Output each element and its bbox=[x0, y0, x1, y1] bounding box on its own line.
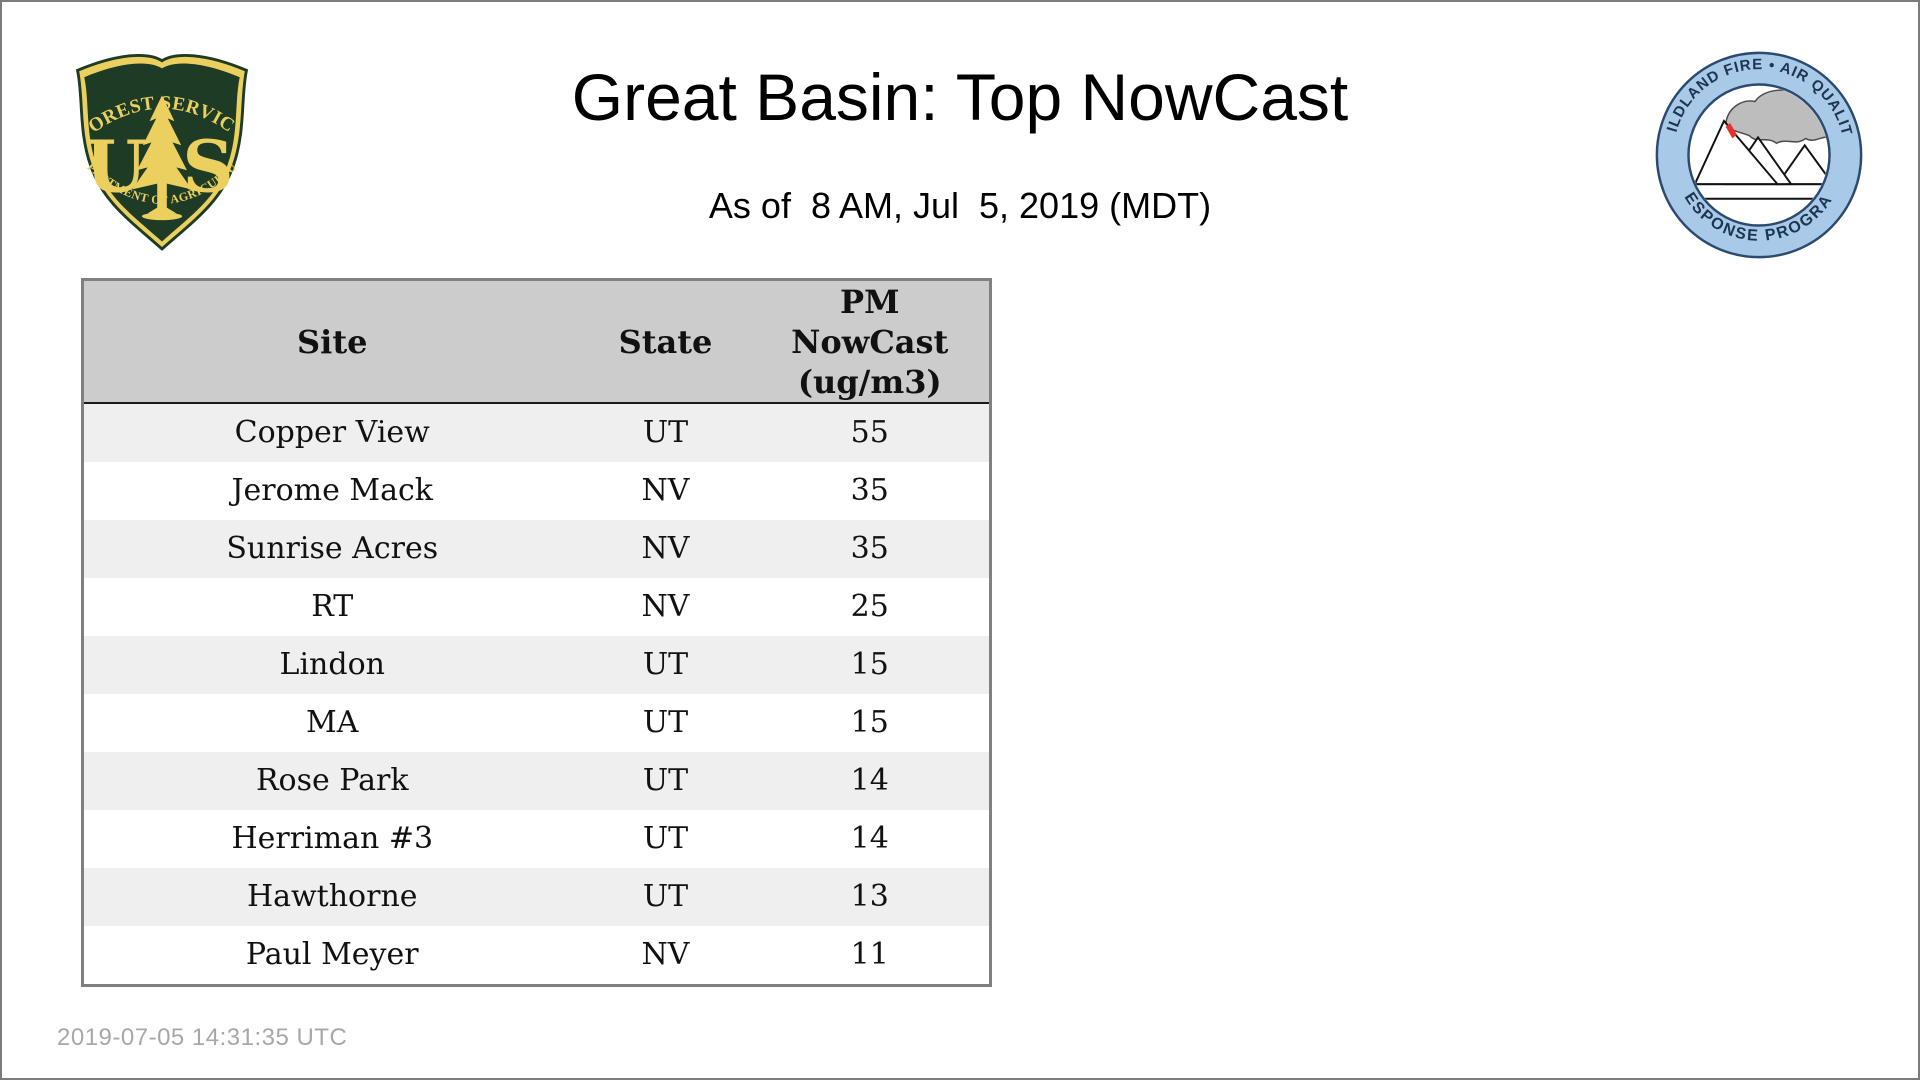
state-cell: UT bbox=[642, 879, 689, 914]
pm-cell: 15 bbox=[850, 705, 889, 740]
state-cell: UT bbox=[642, 647, 689, 682]
pm-cell: 14 bbox=[850, 821, 889, 856]
pm-cell: 13 bbox=[850, 879, 889, 914]
nowcast-table: Site State PM NowCast (ug/m3) Copper Vie… bbox=[81, 278, 992, 987]
pm-cell: 11 bbox=[850, 937, 889, 972]
table-row: MA UT 15 bbox=[82, 694, 991, 752]
pm-cell: 15 bbox=[850, 647, 889, 682]
site-cell: Hawthorne bbox=[246, 879, 418, 914]
table-row: Rose Park UT 14 bbox=[82, 752, 991, 810]
column-header-pm-nowcast: PM NowCast (ug/m3) bbox=[750, 279, 991, 404]
page-subtitle: As of 8 AM, Jul 5, 2019 (MDT) bbox=[708, 185, 1212, 226]
fire-mark bbox=[1725, 122, 1737, 139]
site-cell: Copper View bbox=[234, 415, 430, 450]
pm-cell: 35 bbox=[850, 531, 889, 566]
table-row: RT NV 25 bbox=[82, 578, 991, 636]
column-header-state: State bbox=[580, 279, 751, 404]
wildland-fire-air-quality-badge-icon: WILDLAND FIRE • AIR QUALITY RESPONSE PRO… bbox=[1652, 48, 1863, 259]
table-row: Lindon UT 15 bbox=[82, 636, 991, 694]
pm-cell: 35 bbox=[850, 473, 889, 508]
pm-cell: 14 bbox=[850, 763, 889, 798]
generated-timestamp: 2019-07-05 14:31:35 UTC bbox=[57, 1024, 348, 1051]
pine-tree-icon bbox=[132, 95, 192, 214]
state-cell: NV bbox=[641, 589, 690, 624]
site-cell: Herriman #3 bbox=[231, 821, 434, 856]
column-header-site: Site bbox=[82, 279, 581, 404]
table-row: Paul Meyer NV 11 bbox=[82, 926, 991, 986]
site-cell: Lindon bbox=[279, 647, 385, 682]
pm-cell: 25 bbox=[850, 589, 889, 624]
table-row: Jerome Mack NV 35 bbox=[82, 462, 991, 520]
state-cell: UT bbox=[642, 705, 689, 740]
state-cell: NV bbox=[641, 937, 690, 972]
state-cell: UT bbox=[642, 763, 689, 798]
page-title: Great Basin: Top NowCast bbox=[571, 60, 1349, 134]
state-cell: UT bbox=[642, 415, 689, 450]
site-cell: RT bbox=[311, 589, 354, 624]
site-cell: Sunrise Acres bbox=[226, 531, 439, 566]
forest-service-shield-icon: FOREST SERVICE U S DEPARTMENT OF AGRICUL… bbox=[66, 44, 249, 251]
shield-letter-s: S bbox=[182, 124, 233, 208]
table-row: Hawthorne UT 13 bbox=[82, 868, 991, 926]
table-row: Sunrise Acres NV 35 bbox=[82, 520, 991, 578]
site-cell: Paul Meyer bbox=[245, 937, 419, 972]
state-cell: UT bbox=[642, 821, 689, 856]
site-cell: Rose Park bbox=[255, 763, 409, 798]
site-cell: MA bbox=[306, 705, 359, 740]
table-row: Copper View UT 55 bbox=[82, 403, 991, 462]
site-cell: Jerome Mack bbox=[231, 473, 433, 508]
shield-letter-u: U bbox=[85, 124, 147, 208]
pine-tree-base bbox=[141, 212, 183, 221]
table-row: Herriman #3 UT 14 bbox=[82, 810, 991, 868]
state-cell: NV bbox=[641, 531, 690, 566]
table-header-row: Site State PM NowCast (ug/m3) bbox=[82, 279, 991, 404]
pm-cell: 55 bbox=[850, 415, 889, 450]
state-cell: NV bbox=[641, 473, 690, 508]
